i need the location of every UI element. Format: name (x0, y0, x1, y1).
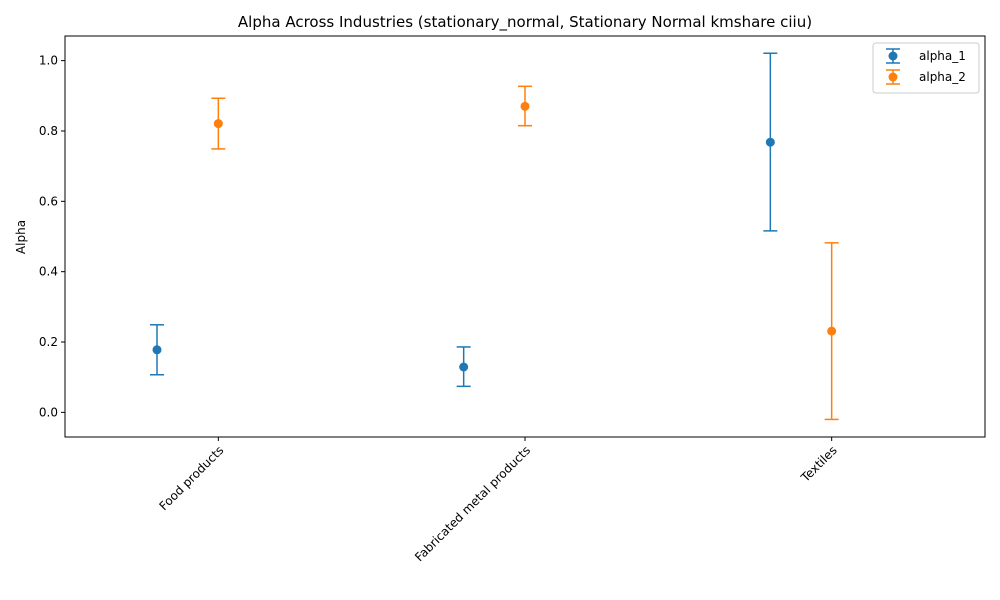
y-axis: 0.0 0.2 0.4 0.6 0.8 1.0 (39, 54, 65, 419)
legend-box (872, 42, 980, 94)
chart-title: Alpha Across Industries (stationary_norm… (238, 13, 812, 32)
series-alpha_1 (150, 52, 778, 388)
y-tick-label: 1.0 (39, 54, 58, 68)
legend-label: alpha_1 (919, 49, 966, 63)
legend-marker-dot (888, 51, 898, 61)
plot-area (150, 52, 839, 421)
x-tick-label: Textiles (798, 443, 840, 485)
data-point (520, 101, 530, 111)
legend-label: alpha_2 (919, 70, 966, 84)
x-tick-label: Fabricated metal products (412, 443, 533, 564)
data-point (152, 345, 162, 355)
legend: alpha_1 alpha_2 (872, 42, 980, 94)
data-point (765, 137, 775, 147)
x-axis: Food products Fabricated metal products Te… (156, 437, 840, 564)
y-tick-label: 0.8 (39, 124, 58, 138)
legend-marker-dot (888, 72, 898, 82)
y-tick-label: 0.0 (39, 405, 58, 419)
y-tick-label: 0.2 (39, 335, 58, 349)
data-point (827, 326, 837, 336)
series-alpha_2 (211, 85, 839, 421)
y-axis-label: Alpha (14, 220, 28, 254)
data-point (213, 119, 223, 129)
x-tick-label: Food products (156, 443, 226, 513)
y-tick-label: 0.6 (39, 194, 58, 208)
y-tick-label: 0.4 (39, 265, 58, 279)
data-point (459, 362, 469, 372)
